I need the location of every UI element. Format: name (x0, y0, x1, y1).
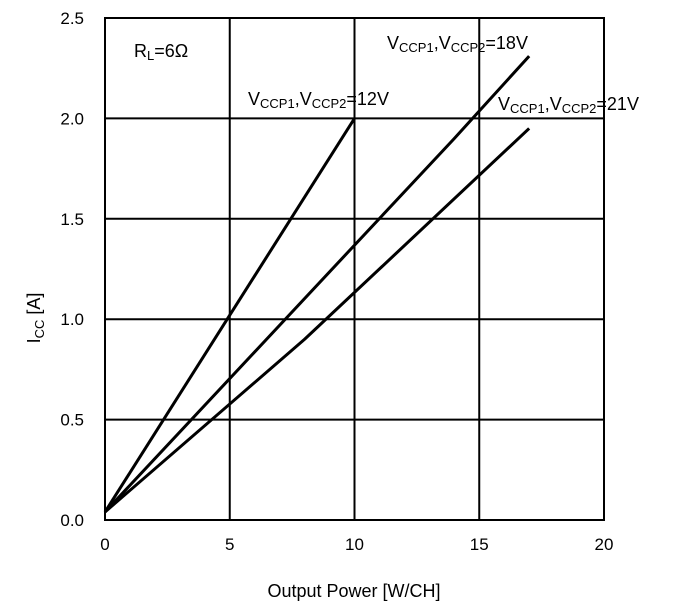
x-tick-label: 20 (595, 535, 614, 554)
y-tick-label: 1.5 (60, 210, 84, 229)
x-tick-label: 15 (470, 535, 489, 554)
y-tick-label: 1.0 (60, 310, 84, 329)
tick-labels: 0 5 10 15 20 0.0 0.5 1.0 1.5 2.0 2.5 (60, 9, 613, 554)
x-tick-label: 10 (345, 535, 364, 554)
series-line-21v (104, 127, 531, 514)
series-label-18v: VCCP1,VCCP2=18V (387, 33, 528, 55)
grid (105, 18, 604, 520)
series-label-21v: VCCP1,VCCP2=21V (498, 94, 639, 116)
y-tick-label: 2.5 (60, 9, 84, 28)
x-axis-label: Output Power [W/CH] (267, 581, 440, 601)
plot-frame (104, 17, 605, 521)
x-tick-label: 5 (225, 535, 234, 554)
x-tick-label: 0 (100, 535, 109, 554)
rl-annotation: RL=6Ω (134, 41, 188, 63)
series-label-12v: VCCP1,VCCP2=12V (248, 89, 389, 111)
series-line-18v (103, 55, 531, 513)
y-tick-label: 2.0 (60, 109, 84, 128)
y-tick-label: 0.5 (60, 411, 84, 430)
y-axis-label: ICC [A] (24, 293, 47, 344)
series-line-12v (103, 117, 356, 513)
y-tick-label: 0.0 (60, 511, 84, 530)
series-lines (103, 55, 531, 514)
